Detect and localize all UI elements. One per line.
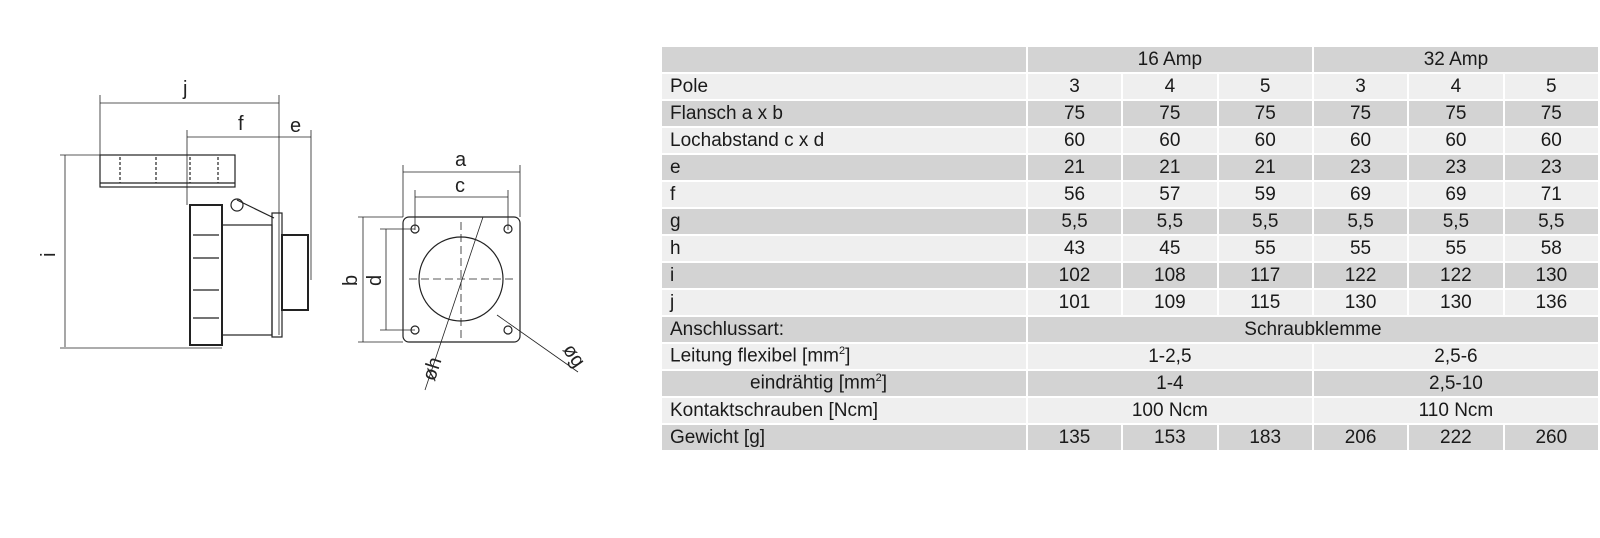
dimension-lines-front [358,165,579,391]
cell: 60 [1504,128,1598,153]
cell: 75 [1409,101,1503,126]
table-row: Leitung flexibel [mm2] 1-2,5 2,5-6 [662,344,1598,369]
cell: 69 [1409,182,1503,207]
table-row: e 21 21 21 23 23 23 [662,155,1598,180]
cell: 23 [1504,155,1598,180]
cell: 60 [1123,128,1217,153]
table-row: Pole 3 4 5 3 4 5 [662,74,1598,99]
table-row: i 102 108 117 122 122 130 [662,263,1598,288]
dim-label-b: b [340,275,362,286]
cell: 75 [1504,101,1598,126]
cell: 5,5 [1027,209,1122,234]
table-row: Kontaktschrauben [Ncm] 100 Ncm 110 Ncm [662,398,1598,423]
cell: 21 [1027,155,1122,180]
cell: 117 [1218,263,1312,288]
dim-label-a: a [455,149,467,171]
table-row: eindrähtig [mm2] 1-4 2,5-10 [662,371,1598,396]
cell: 55 [1409,236,1503,261]
cell: 71 [1504,182,1598,207]
cell: 45 [1123,236,1217,261]
group-16-amp: 16 Amp [1027,47,1312,72]
cell: 60 [1313,128,1408,153]
cell: 58 [1504,236,1598,261]
cell: 75 [1027,101,1122,126]
dim-label-i: i [38,253,60,257]
spec-table: 16 Amp 32 Amp Pole 3 4 5 3 4 5 Flansch a x b 75 7… [660,45,1600,452]
dim-label-c: c [455,175,465,197]
cell: 5,5 [1218,209,1312,234]
cell: 122 [1409,263,1503,288]
cell: 60 [1409,128,1503,153]
row-label: i [662,263,1026,288]
cell: 5,5 [1313,209,1408,234]
table-row: h 43 45 55 55 55 58 [662,236,1598,261]
cell: 43 [1027,236,1122,261]
cell: 5 [1504,74,1598,99]
cell: 23 [1409,155,1503,180]
front-view [402,216,521,343]
cell: 130 [1409,290,1503,315]
dim-label-j: j [182,78,187,100]
table-row: Lochabstand c x d 60 60 60 60 60 60 [662,128,1598,153]
table-row: Flansch a x b 75 75 75 75 75 75 [662,101,1598,126]
cell: 5,5 [1409,209,1503,234]
cell: 55 [1218,236,1312,261]
cell: 21 [1123,155,1217,180]
dim-label-f: f [238,113,244,135]
row-label: f [662,182,1026,207]
cell: 102 [1027,263,1122,288]
cell: 130 [1504,263,1598,288]
side-view [99,154,309,346]
table-header-row: 16 Amp 32 Amp [662,47,1598,72]
dim-label-h: øh [418,355,446,384]
row-label: Lochabstand c x d [662,128,1026,153]
row-label: h [662,236,1026,261]
row-label: j [662,290,1026,315]
cell: 3 [1313,74,1408,99]
dim-label-d: d [364,275,386,286]
cell: 75 [1218,101,1312,126]
dim-label-g: øg [558,340,589,372]
cell: 108 [1123,263,1217,288]
table-row: Gewicht [g] 135 153 183 206 222 260 [662,425,1598,450]
cell: 4 [1123,74,1217,99]
table-row: f 56 57 59 69 69 71 [662,182,1598,207]
cell: 75 [1313,101,1408,126]
cell: 130 [1313,290,1408,315]
cell: 3 [1027,74,1122,99]
row-label: e [662,155,1026,180]
cell: 57 [1123,182,1217,207]
table-row: g 5,5 5,5 5,5 5,5 5,5 5,5 [662,209,1598,234]
group-32-amp: 32 Amp [1313,47,1598,72]
cell: 5,5 [1504,209,1598,234]
cell: 59 [1218,182,1312,207]
cell: 5 [1218,74,1312,99]
row-label: Pole [662,74,1026,99]
cell: 21 [1218,155,1312,180]
row-label: g [662,209,1026,234]
cell: 136 [1504,290,1598,315]
table-row: j 101 109 115 130 130 136 [662,290,1598,315]
cell: 60 [1027,128,1122,153]
cell: 122 [1313,263,1408,288]
cell: 56 [1027,182,1122,207]
dim-label-e: e [290,115,301,137]
cell: 101 [1027,290,1122,315]
cell: 23 [1313,155,1408,180]
cell: 109 [1123,290,1217,315]
cell: 75 [1123,101,1217,126]
row-label: Flansch a x b [662,101,1026,126]
cell: 115 [1218,290,1312,315]
cell: 55 [1313,236,1408,261]
dimension-lines-side [60,95,312,349]
cell: 60 [1218,128,1312,153]
table-row: Anschlussart: Schraubklemme [662,317,1598,342]
cell: 5,5 [1123,209,1217,234]
cell: 69 [1313,182,1408,207]
dimension-drawing: j f e i a c b d øh øg [38,78,589,391]
cell: 4 [1409,74,1503,99]
